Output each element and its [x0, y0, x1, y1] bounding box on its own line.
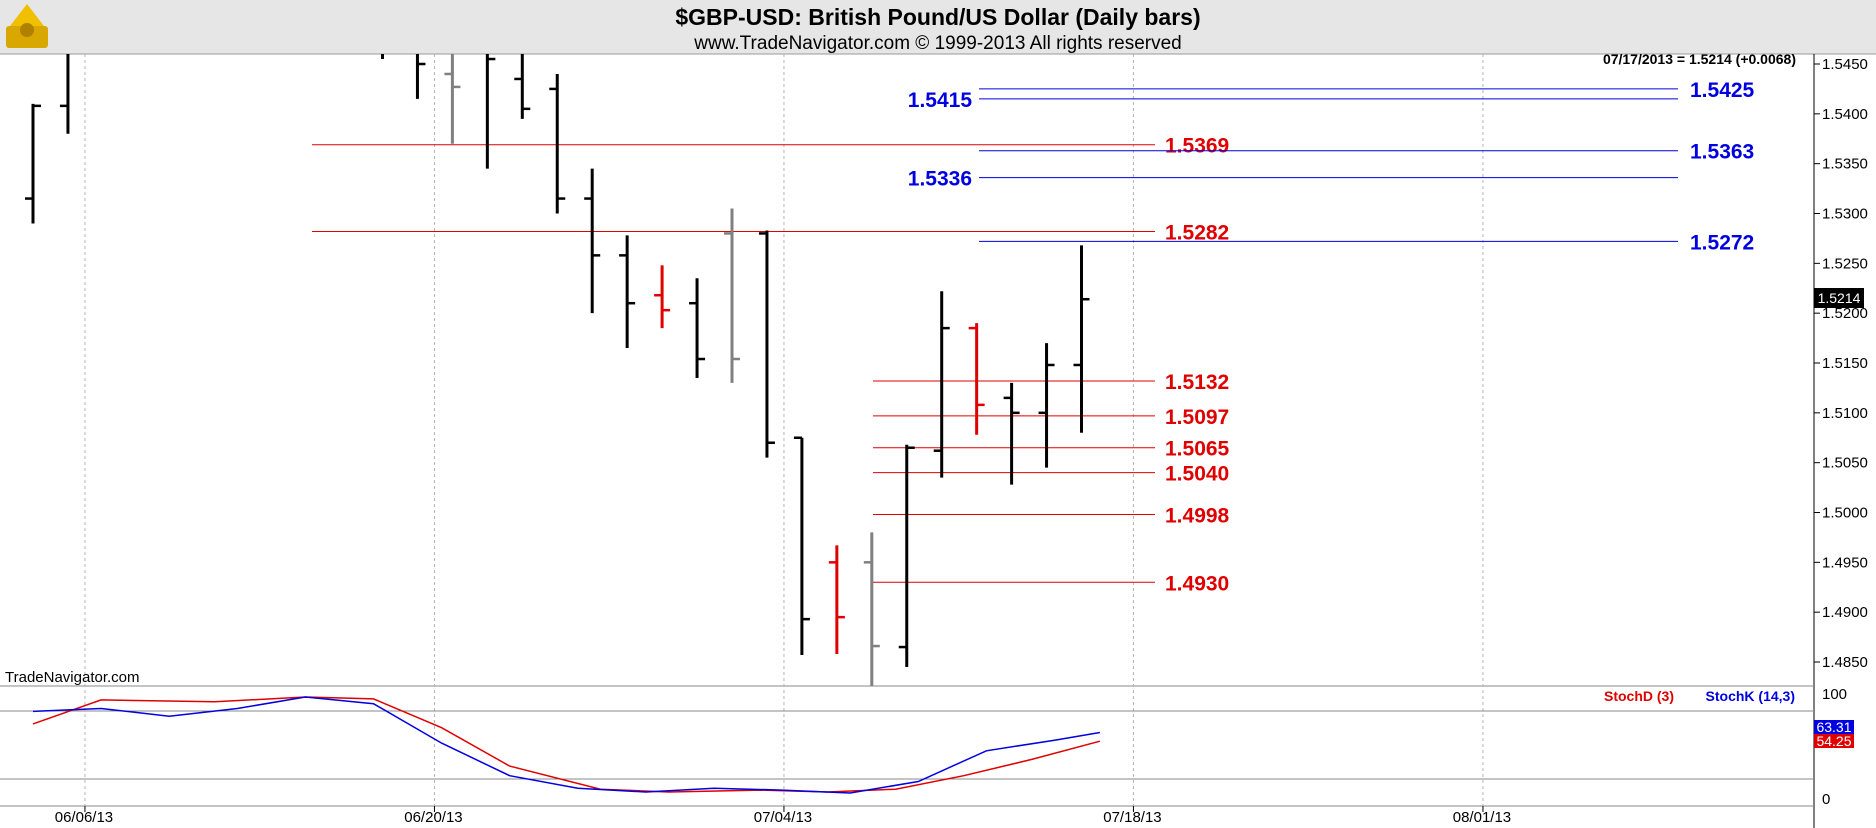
ohlc-bar	[689, 278, 706, 378]
date-tick-label: 06/06/13	[55, 809, 113, 826]
price-axis: 1.4850 1.4900 1.4950 1.5000 1.5050 1.5100 1.51…	[1814, 56, 1868, 671]
chart-subtitle: www.TradeNavigator.com © 1999-2013 All r…	[693, 33, 1181, 54]
ohlc-bar	[549, 73, 566, 214]
price-tick-label: 1.5150	[1822, 355, 1868, 372]
stoch-d-last: 54.25	[1816, 733, 1851, 749]
ohlc-bar	[1073, 245, 1090, 433]
ohlc-bar	[584, 168, 601, 314]
ohlc-bar	[1003, 382, 1020, 485]
header-band	[0, 0, 1876, 54]
ohlc-bar	[898, 444, 915, 667]
ohlc-bar	[1038, 343, 1055, 468]
ohlc-bar	[758, 230, 775, 458]
price-tick-label: 1.5000	[1822, 505, 1868, 522]
ohlc-bar	[25, 103, 41, 224]
support-level-label: 1.5040	[1165, 463, 1229, 486]
quote-line: 07/17/2013 = 1.5214 (+0.0068)	[1603, 51, 1796, 67]
date-tick-label: 07/04/13	[754, 809, 812, 826]
support-level-label: 1.5097	[1165, 406, 1229, 429]
price-tick-label: 1.4850	[1822, 654, 1868, 671]
ohlc-bar	[619, 235, 636, 349]
support-level-label: 1.5132	[1165, 371, 1229, 394]
price-tick-label: 1.5100	[1822, 405, 1868, 422]
price-tick-label: 1.5350	[1822, 156, 1868, 173]
support-level-label: 1.5282	[1165, 221, 1229, 244]
ohlc-bar	[793, 436, 810, 656]
chart-title: $GBP-USD: British Pound/US Dollar (Daily…	[675, 4, 1200, 30]
ohlc-bars	[25, 54, 1090, 686]
ohlc-bar	[863, 532, 880, 686]
price-tick-label: 1.5200	[1822, 305, 1868, 322]
stoch-k-value-box	[1814, 720, 1854, 734]
support-level-label: 1.5065	[1165, 438, 1230, 461]
resistance-level-label: 1.5415	[908, 89, 973, 112]
price-tick-label: 1.5450	[1822, 56, 1868, 73]
support-level-label: 1.5369	[1165, 135, 1229, 158]
ohlc-bar	[828, 545, 845, 655]
date-tick-label: 06/20/13	[404, 809, 462, 826]
ohlc-bar	[485, 54, 496, 169]
date-tick-label: 08/01/13	[1453, 809, 1511, 826]
last-price-label: 1.5214	[1818, 290, 1861, 306]
ohlc-bar	[654, 265, 671, 329]
grid-lines	[84, 54, 1484, 806]
resistance-level-label: 1.5336	[908, 168, 972, 191]
date-tick-label: 07/18/13	[1103, 809, 1161, 826]
stoch-k-line	[32, 696, 1101, 794]
price-tick-label: 1.5400	[1822, 106, 1868, 123]
price-tick-label: 1.4950	[1822, 554, 1868, 571]
ship-helm-logo-icon	[6, 4, 48, 48]
price-tick-label: 1.5050	[1822, 455, 1868, 472]
resistance-level-label: 1.5363	[1690, 141, 1754, 164]
watermark: TradeNavigator.com	[5, 669, 140, 686]
support-level-label: 1.4998	[1165, 504, 1230, 527]
ohlc-bar	[415, 54, 426, 99]
ohlc-bar	[724, 208, 740, 383]
support-level-label: 1.4930	[1165, 572, 1229, 595]
ohlc-bar	[444, 54, 461, 144]
stoch-tick-100: 100	[1822, 686, 1847, 703]
price-tick-label: 1.5250	[1822, 255, 1868, 272]
ohlc-bar	[968, 323, 985, 435]
price-tick-label: 1.4900	[1822, 604, 1868, 621]
stoch-d-value-box	[1814, 734, 1854, 748]
stoch-d-legend: StochD (3)	[1604, 688, 1674, 704]
stoch-tick-0: 0	[1822, 791, 1830, 808]
price-tick-label: 1.5300	[1822, 206, 1868, 223]
stoch-k-legend: StochK (14,3)	[1706, 688, 1795, 704]
date-axis: 06/06/13 06/20/13 07/04/13 07/18/13 08/01/13	[55, 806, 1511, 826]
last-price-box	[1814, 288, 1864, 308]
ohlc-bar	[59, 54, 70, 134]
ohlc-bar	[514, 54, 531, 119]
ohlc-bar	[933, 291, 950, 478]
resistance-level-label: 1.5425	[1690, 79, 1755, 102]
stochastic-panel: StochD (3) StochK (14,3) 100 0 63.31 54.…	[0, 686, 1854, 808]
resistance-level-label: 1.5272	[1690, 231, 1754, 254]
stoch-k-last: 63.31	[1816, 719, 1851, 735]
